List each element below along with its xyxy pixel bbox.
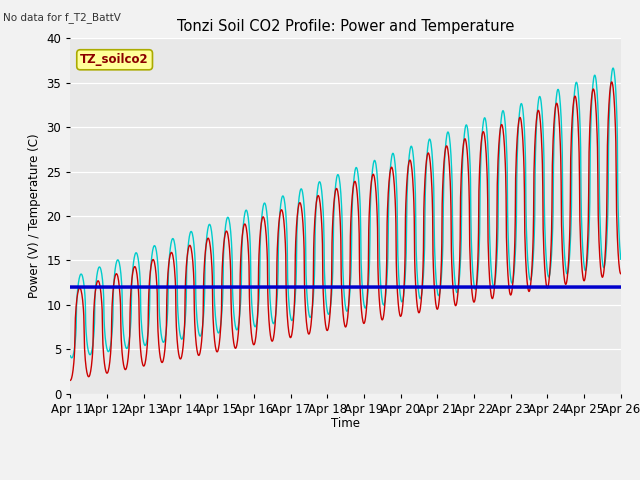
- Line: CR23X Temperature: CR23X Temperature: [70, 82, 621, 380]
- CR10X Temperature: [431, 264, 439, 269]
- CR23X Voltage: [250, 284, 258, 290]
- Text: No data for f_T2_BattV: No data for f_T2_BattV: [3, 12, 121, 23]
- CR23X Voltage: [431, 284, 439, 290]
- CR23X Temperature: [617, 271, 625, 276]
- CR23X Voltage: [175, 284, 183, 290]
- CR23X Temperature: [189, 259, 196, 264]
- X-axis label: Time: Time: [331, 417, 360, 430]
- CR23X Temperature: [175, 354, 183, 360]
- Line: CR10X Temperature: CR10X Temperature: [70, 68, 621, 358]
- CR23X Voltage: [503, 284, 511, 290]
- Title: Tonzi Soil CO2 Profile: Power and Temperature: Tonzi Soil CO2 Profile: Power and Temper…: [177, 20, 515, 35]
- Text: TZ_soilco2: TZ_soilco2: [80, 53, 149, 66]
- CR23X Voltage: [189, 284, 196, 290]
- CR23X Voltage: [67, 284, 74, 290]
- CR23X Temperature: [608, 79, 616, 85]
- Legend: CR23X Temperature, CR23X Voltage, CR10X Temperature: CR23X Temperature, CR23X Voltage, CR10X …: [111, 479, 580, 480]
- CR23X Voltage: [617, 284, 625, 290]
- CR10X Temperature: [609, 65, 617, 71]
- CR10X Temperature: [504, 165, 511, 171]
- Y-axis label: Power (V) / Temperature (C): Power (V) / Temperature (C): [28, 134, 41, 298]
- CR10X Temperature: [67, 353, 74, 359]
- CR10X Temperature: [189, 235, 197, 241]
- CR10X Temperature: [552, 101, 559, 107]
- CR23X Voltage: [552, 284, 559, 290]
- CR10X Temperature: [68, 355, 76, 360]
- CR10X Temperature: [617, 256, 625, 262]
- CR23X Temperature: [67, 377, 74, 383]
- CR23X Temperature: [552, 105, 559, 110]
- CR23X Temperature: [431, 293, 439, 299]
- CR10X Temperature: [176, 330, 184, 336]
- CR10X Temperature: [251, 324, 259, 329]
- CR23X Temperature: [503, 248, 511, 254]
- CR23X Temperature: [250, 341, 258, 347]
